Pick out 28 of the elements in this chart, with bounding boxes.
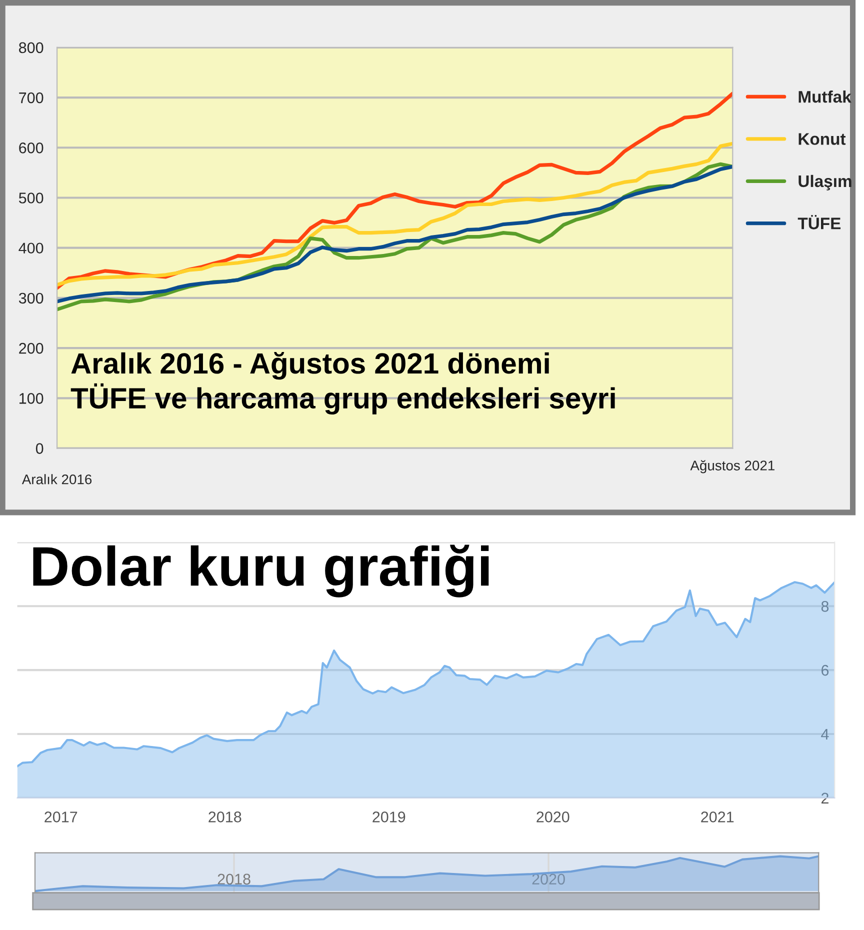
line-series [57,142,733,287]
legend-label: TÜFE [798,214,841,230]
legend-label: Ulaşım [798,174,852,190]
x-tick-label: 2021 [701,812,734,822]
y-tick-label: 200 [19,342,44,354]
y-tick-label: 600 [19,142,44,154]
y-tick-label: 100 [20,393,44,404]
text: Aralık 2016 - Ağustos 2021 dönemi TÜFE ve harcama grup endeksleri seyri [70,352,615,415]
y-tick-label: 300 [18,292,44,304]
y-tick-label: 400 [18,242,44,254]
y-tick-label: 800 [19,42,44,54]
y-tick-label: 500 [18,192,44,204]
x-tick-label: 2017 [44,812,78,822]
x-tick-label: Aralık 2016 [22,474,92,484]
legend-label: Mutfak [798,90,852,103]
y-tick-label: 0 [36,443,44,454]
x-tick-label: Ağustos 2021 [690,460,774,474]
x-tick-label: 2020 [532,874,565,885]
legend-label: Konut [798,133,846,145]
y-tick-label: 700 [19,92,44,104]
y-tick-label: 6 [822,664,829,676]
x-tick-label: 2018 [218,874,250,885]
x-tick-label: 2019 [372,812,406,822]
chart-title: Dolar kuru grafiği [33,544,489,598]
x-tick-label: 2018 [208,812,242,822]
x-tick-label: 2020 [536,812,570,822]
y-tick-label: 4 [821,729,829,740]
y-tick-label: 8 [821,600,829,612]
